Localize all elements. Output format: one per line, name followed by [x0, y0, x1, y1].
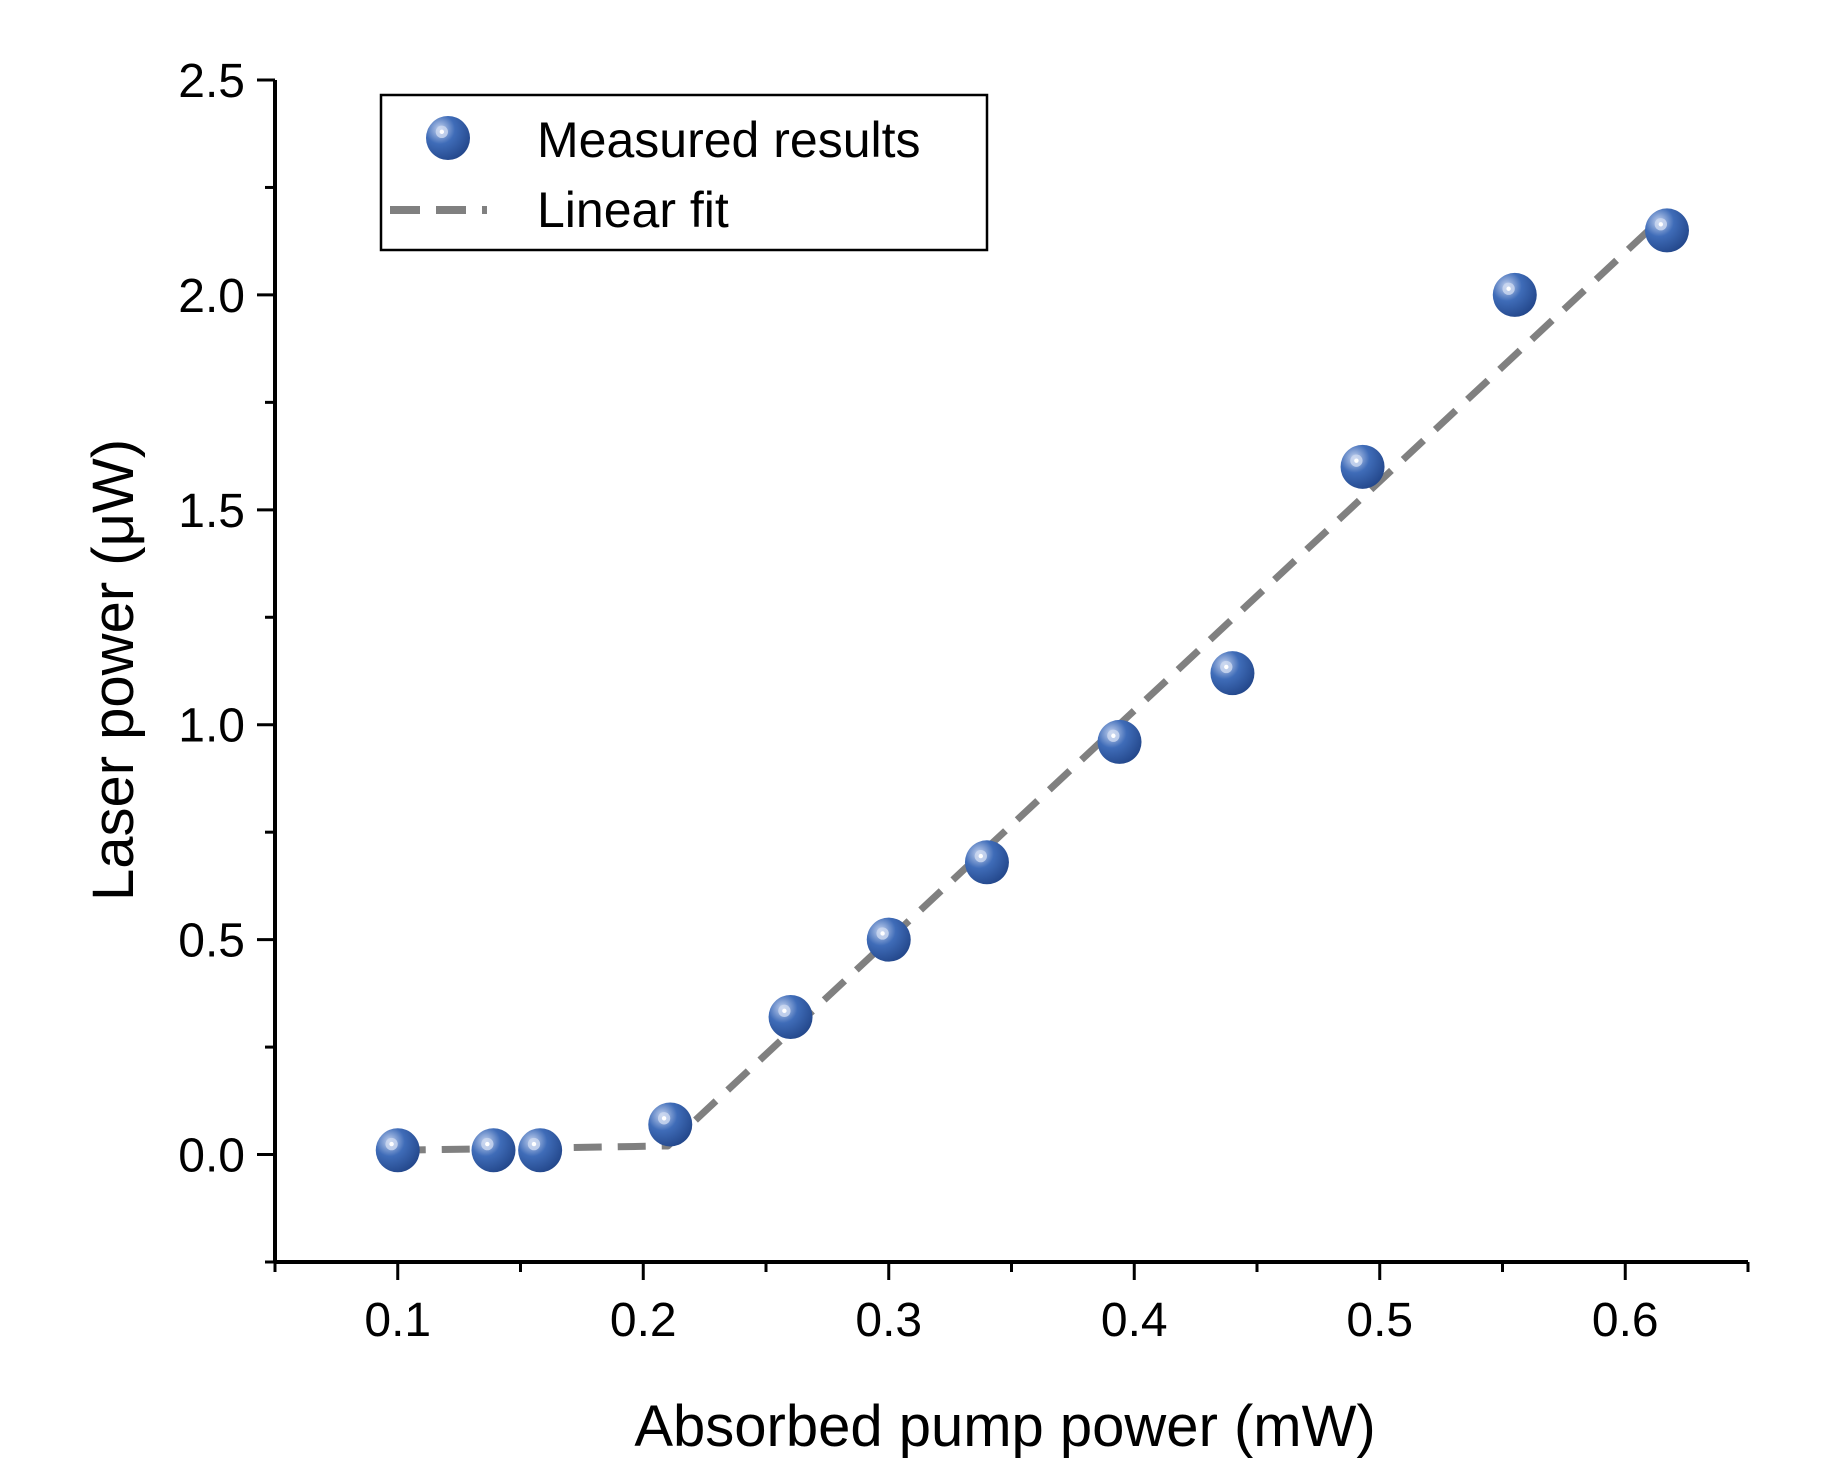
y-tick-label: 0.5 [178, 915, 245, 968]
data-point [866, 917, 911, 962]
point-body [1492, 272, 1537, 317]
point-shine [1506, 286, 1511, 291]
point-body [518, 1128, 563, 1173]
point-body [964, 840, 1009, 885]
data-point [518, 1128, 563, 1173]
x-tick-label: 0.5 [1346, 1294, 1413, 1347]
point-shine [880, 931, 885, 936]
point-shine [1224, 664, 1229, 670]
point-body [1097, 719, 1142, 764]
legend: Measured results Linear fit [379, 93, 989, 252]
axes [273, 80, 1748, 1264]
legend-box [379, 93, 989, 252]
data-point [1492, 272, 1537, 317]
y-tick-label: 2.0 [178, 270, 245, 323]
y-axis-ticks: 0.0 0.5 1.0 1.5 2.0 2.5 [178, 55, 275, 1264]
point-body [426, 116, 470, 160]
point-body [648, 1102, 693, 1147]
point-shine [978, 853, 983, 859]
point-body [471, 1128, 516, 1173]
point-body [1210, 651, 1255, 696]
linear-fit-line [397, 210, 1670, 1154]
y-tick-label: 0.0 [178, 1130, 245, 1183]
x-tick-label: 0.6 [1592, 1294, 1659, 1347]
data-point [1340, 444, 1385, 489]
point-body [866, 917, 911, 962]
data-point [1210, 651, 1255, 696]
data-point [1644, 208, 1689, 253]
point-shine [1658, 222, 1664, 227]
x-tick-label: 0.4 [1101, 1294, 1168, 1347]
x-axis-title: Absorbed pump power (mW) [634, 1394, 1375, 1459]
data-point [1097, 719, 1142, 764]
point-body [768, 995, 813, 1040]
legend-label-linear-fit: Linear fit [537, 182, 729, 238]
data-point [964, 840, 1009, 885]
linear-fit-layer [397, 210, 1670, 1154]
point-shine [1111, 733, 1116, 738]
legend-label-measured: Measured results [537, 112, 921, 168]
legend-ball-icon [426, 116, 470, 160]
data-point [471, 1128, 516, 1173]
legend-marker-measured [426, 116, 470, 160]
point-shine [485, 1141, 490, 1147]
point-shine [1354, 458, 1359, 463]
x-tick-label: 0.3 [855, 1294, 922, 1347]
measured-points-layer [375, 208, 1689, 1173]
data-point [375, 1128, 420, 1173]
point-shine [439, 129, 445, 135]
point-body [1644, 208, 1689, 253]
x-tick-label: 0.1 [364, 1294, 431, 1347]
point-body [375, 1128, 420, 1173]
y-tick-label: 1.0 [178, 700, 245, 753]
point-shine [389, 1141, 394, 1147]
x-axis-ticks: 0.1 0.2 0.3 0.4 0.5 0.6 [273, 1262, 1750, 1347]
x-tick-label: 0.2 [610, 1294, 677, 1347]
y-tick-label: 2.5 [178, 55, 245, 108]
point-body [1340, 444, 1385, 489]
y-axis-title: Laser power (μW) [81, 439, 146, 901]
data-point [648, 1102, 693, 1147]
point-shine [661, 1116, 667, 1121]
data-point [768, 995, 813, 1040]
y-tick-label: 1.5 [178, 485, 245, 538]
point-shine [531, 1141, 537, 1147]
point-shine [782, 1008, 787, 1014]
